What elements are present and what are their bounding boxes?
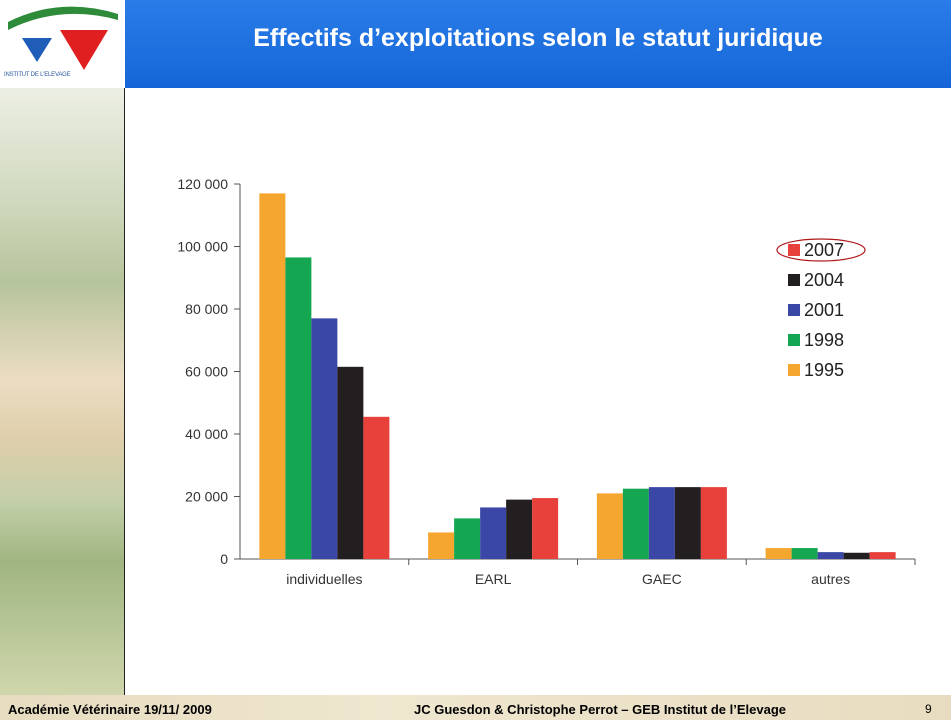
footer: Académie Vétérinaire 19/11/ 2009 JC Gues… xyxy=(0,695,951,720)
logo: INSTITUT DE L'ELEVAGE xyxy=(0,0,124,88)
legend-label: 1998 xyxy=(804,330,844,350)
slide-title: Effectifs d’exploitations selon le statu… xyxy=(125,24,951,53)
y-tick-label: 100 000 xyxy=(177,239,228,255)
bar xyxy=(870,552,896,559)
y-tick-label: 20 000 xyxy=(185,489,228,505)
page-number: 9 xyxy=(925,702,932,716)
bar xyxy=(818,552,844,559)
y-tick-label: 0 xyxy=(220,551,228,567)
legend-label: 2001 xyxy=(804,300,844,320)
logo-swoosh xyxy=(8,7,118,30)
x-tick-label: individuelles xyxy=(286,571,362,587)
bar xyxy=(285,257,311,559)
bar xyxy=(337,367,363,559)
legend-swatch xyxy=(788,274,800,286)
bar xyxy=(363,417,389,559)
bar xyxy=(259,193,285,559)
logo-triangle xyxy=(22,38,52,62)
y-tick-label: 40 000 xyxy=(185,426,228,442)
bar xyxy=(844,553,870,559)
legend-label: 2004 xyxy=(804,270,844,290)
x-tick-label: GAEC xyxy=(642,571,682,587)
bar xyxy=(623,489,649,559)
footer-left: Académie Vétérinaire 19/11/ 2009 xyxy=(8,702,212,717)
bar xyxy=(675,487,701,559)
side-image xyxy=(0,88,124,695)
bar xyxy=(532,498,558,559)
bar xyxy=(649,487,675,559)
bar xyxy=(766,548,792,559)
y-tick-label: 60 000 xyxy=(185,364,228,380)
bar xyxy=(701,487,727,559)
bar xyxy=(597,493,623,559)
x-tick-label: EARL xyxy=(475,571,512,587)
legend-label: 1995 xyxy=(804,360,844,380)
x-tick-label: autres xyxy=(811,571,850,587)
legend-swatch xyxy=(788,304,800,316)
legend-swatch xyxy=(788,334,800,346)
bar xyxy=(454,518,480,559)
legend-swatch xyxy=(788,244,800,256)
slide: {"header": {"title": "Effectifs d’exploi… xyxy=(0,0,951,720)
bar xyxy=(480,507,506,559)
logo-text: INSTITUT DE L'ELEVAGE xyxy=(4,72,70,78)
bar xyxy=(792,548,818,559)
bar xyxy=(506,500,532,559)
y-tick-label: 80 000 xyxy=(185,301,228,317)
legend-label: 2007 xyxy=(804,240,844,260)
logo-triangle xyxy=(60,30,108,70)
legend-swatch xyxy=(788,364,800,376)
bar xyxy=(311,318,337,559)
bar xyxy=(428,532,454,559)
footer-center: JC Guesdon & Christophe Perrot – GEB Ins… xyxy=(414,702,786,717)
y-tick-label: 120 000 xyxy=(177,176,228,192)
header: Effectifs d’exploitations selon le statu… xyxy=(125,0,951,88)
chart: 0 20 000 40 000 60 000 80 000 100 000 120 000 i… xyxy=(125,88,951,695)
